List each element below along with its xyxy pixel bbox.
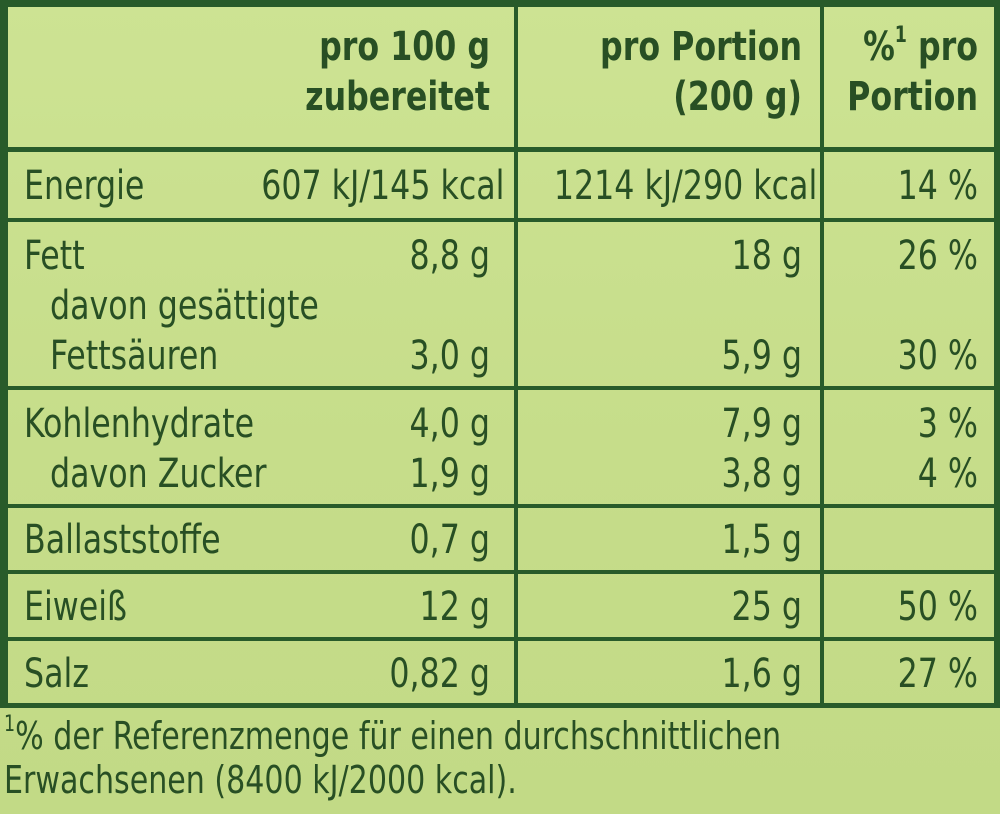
- footnote-marker: 1: [894, 22, 907, 48]
- cell-energie-per100: 607 kJ/145 kcal: [261, 163, 505, 209]
- row-divider: [0, 504, 1000, 508]
- header-divider: [0, 147, 1000, 152]
- header-pct-pro: pro: [906, 24, 978, 70]
- table-border-bottom: [0, 703, 1000, 708]
- header-portion-line1: pro Portion: [600, 24, 802, 70]
- row-label-gesaettigte-line1: davon gesättigte: [50, 283, 319, 329]
- cell-energie-pct: 14 %: [897, 163, 978, 209]
- cell-zucker-portion: 3,8 g: [721, 451, 802, 497]
- row-label-gesaettigte-line2: Fettsäuren: [50, 333, 219, 379]
- row-label-zucker: davon Zucker: [50, 451, 267, 497]
- cell-fett-portion: 18 g: [731, 233, 802, 279]
- row-divider: [0, 637, 1000, 641]
- footnote-line2: Erwachsenen (8400 kJ/2000 kcal).: [4, 758, 517, 802]
- row-label-energie: Energie: [24, 163, 145, 209]
- footnote-line1: 1% der Referenzmenge für einen durchschn…: [4, 714, 875, 758]
- row-label-salz: Salz: [24, 651, 89, 697]
- cell-eiweiss-portion: 25 g: [731, 584, 802, 630]
- cell-zucker-pct: 4 %: [917, 451, 978, 497]
- table-border-left: [0, 0, 8, 708]
- cell-gesaettigte-portion: 5,9 g: [721, 333, 802, 379]
- row-label-eiweiss: Eiweiß: [24, 584, 127, 630]
- cell-salz-per100: 0,82 g: [389, 651, 490, 697]
- column-divider: [514, 0, 518, 708]
- cell-kohlenhydrate-per100: 4,0 g: [409, 401, 490, 447]
- row-divider: [0, 570, 1000, 574]
- table-border-top: [0, 0, 1000, 7]
- cell-ballaststoffe-portion: 1,5 g: [721, 517, 802, 563]
- cell-ballaststoffe-per100: 0,7 g: [409, 517, 490, 563]
- cell-gesaettigte-per100: 3,0 g: [409, 333, 490, 379]
- cell-salz-portion: 1,6 g: [721, 651, 802, 697]
- cell-eiweiss-per100: 12 g: [419, 584, 490, 630]
- header-per100-line2: zubereitet: [305, 74, 490, 120]
- footnote-text-line1: % der Referenzmenge für einen durchschni…: [15, 714, 782, 758]
- nutrition-table: pro 100 g zubereitet pro Portion (200 g)…: [0, 0, 1000, 708]
- row-label-fett: Fett: [24, 233, 85, 279]
- cell-energie-portion: 1214 kJ/290 kcal: [553, 163, 818, 209]
- column-divider: [820, 0, 824, 708]
- header-pct-line1: %1 pro: [844, 20, 978, 74]
- header-per100-line1: pro 100 g: [319, 24, 490, 70]
- footnote-marker: 1: [4, 712, 16, 738]
- header-portion-line2: (200 g): [673, 74, 802, 120]
- cell-fett-pct: 26 %: [897, 233, 978, 279]
- table-border-right: [994, 0, 1000, 708]
- cell-eiweiss-pct: 50 %: [897, 584, 978, 630]
- cell-kohlenhydrate-portion: 7,9 g: [721, 401, 802, 447]
- cell-kohlenhydrate-pct: 3 %: [917, 401, 978, 447]
- cell-zucker-per100: 1,9 g: [409, 451, 490, 497]
- row-label-kohlenhydrate: Kohlenhydrate: [24, 401, 255, 447]
- row-label-ballaststoffe: Ballaststoffe: [24, 517, 221, 563]
- row-divider: [0, 386, 1000, 390]
- cell-fett-per100: 8,8 g: [409, 233, 490, 279]
- cell-salz-pct: 27 %: [897, 651, 978, 697]
- cell-gesaettigte-pct: 30 %: [897, 333, 978, 379]
- footnote: 1% der Referenzmenge für einen durchschn…: [4, 714, 875, 802]
- header-pct-symbol: %: [863, 24, 895, 70]
- header-pct-line2: Portion: [847, 74, 978, 120]
- row-divider: [0, 218, 1000, 222]
